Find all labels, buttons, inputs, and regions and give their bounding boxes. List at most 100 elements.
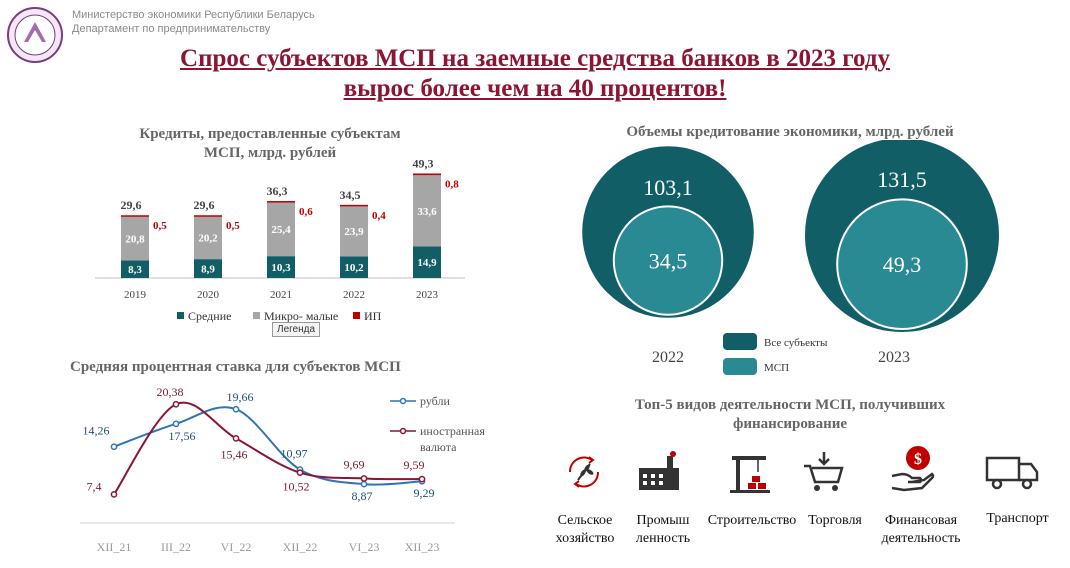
x-tick-label: XII_22 — [283, 540, 318, 554]
legend-marker-fx — [399, 427, 407, 435]
data-label-fx: 15,46 — [221, 447, 248, 461]
data-label: 33,6 — [417, 206, 437, 218]
bubble-msp-value: 34,5 — [649, 249, 688, 274]
bar-medium-segment — [413, 246, 441, 278]
x-tick-label: 2019 — [124, 289, 147, 301]
line-chart-title: Средняя процентная ставка для субъектов … — [70, 359, 401, 375]
bubble-msp — [836, 198, 968, 330]
bubble-year-label: 2023 — [878, 349, 910, 366]
legend-label: Все субъекты — [764, 337, 828, 349]
data-label: 20,2 — [198, 233, 218, 245]
legend-swatch — [177, 312, 184, 319]
legend-label-rub: рубли — [420, 394, 450, 408]
legend-swatch — [253, 312, 260, 319]
org-name: Министерство экономики Республики Белару… — [72, 8, 315, 36]
data-point — [110, 443, 118, 451]
x-tick-label: VI_23 — [349, 540, 380, 554]
data-label-rub: 14,26 — [83, 424, 110, 438]
bar-micro-small-segment — [194, 216, 222, 260]
bar-medium-segment — [121, 260, 149, 278]
factory-icon — [639, 451, 679, 490]
data-label: 0,5 — [226, 220, 240, 232]
shopping-cart-icon — [804, 452, 844, 491]
data-label: 0,6 — [299, 206, 313, 218]
bubble-msp-value: 49,3 — [883, 252, 922, 277]
bar-micro-small-segment — [340, 205, 368, 257]
page-title: Спрос субъектов МСП на заемные средства … — [0, 44, 1070, 104]
activity-construction: Строительство — [698, 512, 806, 530]
bubble-msp — [612, 205, 724, 316]
data-label: 14,9 — [417, 257, 437, 269]
x-tick-label: 2023 — [416, 289, 439, 301]
data-label: 10,2 — [344, 262, 364, 274]
crane-icon — [730, 456, 770, 493]
series-line-fx — [113, 401, 423, 495]
activity-label-line-1: Торговля — [808, 513, 862, 528]
bar-micro-small-segment — [267, 202, 295, 257]
data-point — [110, 490, 118, 498]
activity-label-line-2: хозяйство — [555, 531, 615, 546]
bar-medium-segment — [340, 256, 368, 278]
data-point — [360, 480, 368, 488]
legend-label: Средние — [188, 309, 231, 323]
bar-ip-segment — [340, 204, 368, 207]
activity-label-line-2: деятельность — [881, 531, 961, 546]
data-label: 8,3 — [128, 264, 142, 276]
data-label-rub: 8,87 — [352, 489, 373, 503]
data-label-rub: 9,29 — [414, 486, 435, 500]
bubble-chart: 103,1 34,5 2022 131,5 49,3 2023 Все субъекты МС… — [580, 140, 1001, 375]
data-point — [172, 400, 180, 408]
data-label: 0,5 — [153, 220, 167, 232]
bar-ip-segment — [121, 215, 149, 217]
money-hand-icon: $ — [891, 446, 935, 492]
x-tick-label: 2021 — [270, 289, 292, 301]
bar-ip-segment — [267, 201, 295, 203]
legend-label: МСП — [764, 362, 789, 374]
data-label-fx: 7,4 — [87, 479, 102, 493]
legend-label-fx-line-1: иностранная — [420, 424, 485, 438]
bubble-all-value: 131,5 — [877, 167, 927, 192]
total-label: 29,6 — [121, 198, 142, 212]
legend-swatch — [353, 312, 360, 319]
bubble-year-label: 2022 — [652, 349, 684, 366]
activity-finance: Финансовая деятельность — [866, 512, 976, 548]
data-point — [232, 405, 240, 413]
activity-label-line-2: ленность — [635, 531, 691, 546]
bubble-all-value: 103,1 — [643, 175, 693, 200]
data-label: 25,4 — [271, 224, 291, 236]
legend-tooltip: Легенда — [272, 322, 321, 337]
org-line-2: Департамент по предпринимательству — [72, 23, 271, 35]
data-label: 8,9 — [201, 264, 215, 276]
title-line-2: вырос более чем на 40 процентов! — [343, 75, 727, 102]
total-label: 49,3 — [413, 156, 434, 170]
svg-text:$: $ — [914, 451, 922, 468]
legend-label: ИП — [364, 309, 382, 323]
activity-trade: Торговля — [800, 512, 870, 530]
total-label: 34,5 — [340, 188, 361, 202]
activity-label-line-1: Промыш — [636, 513, 690, 528]
top5-title-line-1: Топ-5 видов деятельности МСП, получивших — [634, 397, 946, 413]
data-label-rub: 10,97 — [281, 447, 308, 461]
total-label: 36,3 — [267, 184, 288, 198]
bar-chart-title-line-2: МСП, млрд. рублей — [203, 145, 337, 161]
line-chart: 14,26 17,56 19,66 10,97 8,87 9,29 7,4 20,38 15,4… — [80, 385, 485, 554]
data-point — [172, 420, 180, 428]
activity-transport: Транспорт — [975, 510, 1060, 528]
wheat-cycle-icon — [568, 456, 600, 488]
data-label: 10,3 — [271, 262, 291, 274]
activity-label-line-1: Строительство — [707, 513, 797, 528]
bar-ip-segment — [413, 173, 441, 176]
data-label-rub: 19,66 — [227, 390, 254, 404]
legend-swatch — [723, 358, 757, 375]
data-label: 23,9 — [344, 226, 364, 238]
top5-title: Топ-5 видов деятельности МСП, получивших… — [560, 396, 1020, 434]
data-label-fx: 20,38 — [157, 385, 184, 399]
legend-swatch — [723, 333, 757, 350]
activity-label-line-1: Финансовая — [884, 513, 958, 528]
activity-agriculture: Сельское хозяйство — [545, 512, 625, 548]
x-tick-label: 2022 — [343, 289, 365, 301]
bar-medium-segment — [267, 256, 295, 278]
bar-chart-title: Кредиты, предоставленные субъектам МСП, … — [90, 125, 450, 163]
x-tick-label: XII_23 — [405, 540, 440, 554]
top5-title-line-2: финансирование — [732, 416, 848, 432]
